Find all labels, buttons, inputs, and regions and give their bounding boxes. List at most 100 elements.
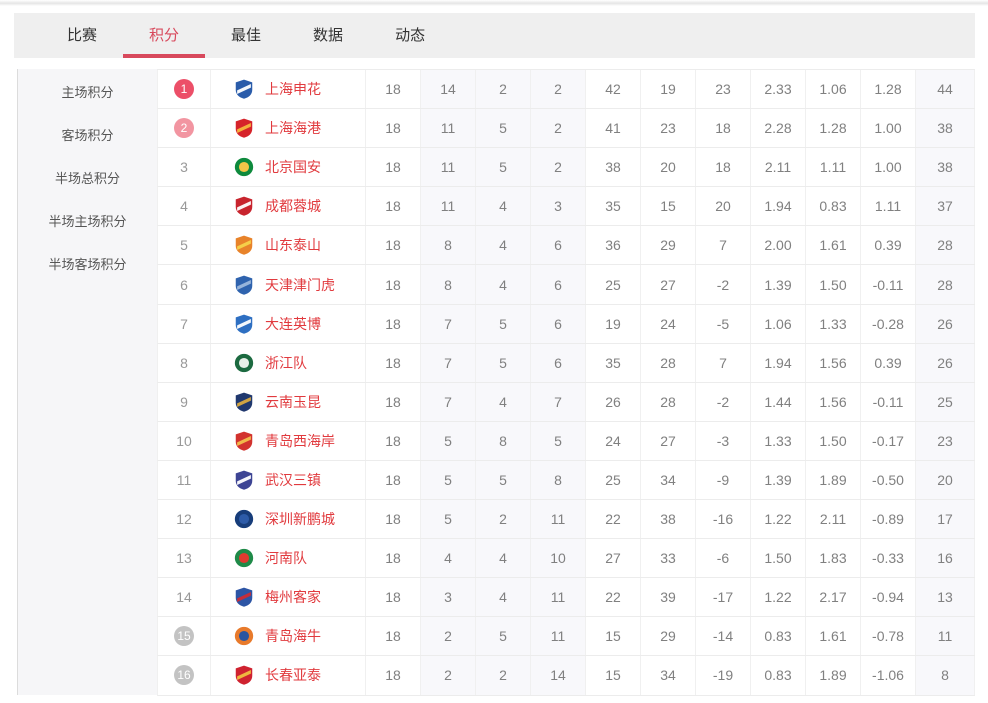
stat-cell-avg_ga: 1.61 [806, 226, 861, 265]
stat-cell-avg_ga: 1.56 [806, 343, 861, 382]
sidebar-item-half-away-points[interactable]: 半场客场积分 [48, 257, 127, 272]
stat-cell-avg_gf: 1.50 [751, 539, 806, 578]
team-logo-icon [233, 391, 255, 413]
team-logo-icon [233, 313, 255, 335]
team-name[interactable]: 河南队 [265, 550, 307, 567]
stat-cell-draws: 2 [476, 656, 531, 695]
table-row[interactable]: 14 梅州客家 18 3 4 11 22 39 -17 1.22 2.17 -0.94 13 [157, 578, 975, 618]
team-cell[interactable]: 浙江队 [211, 343, 366, 382]
stat-cell-losses: 6 [531, 226, 586, 265]
stat-cell-ga: 34 [641, 460, 696, 500]
table-row[interactable]: 11 武汉三镇 18 5 5 8 25 34 -9 1.39 1.89 -0.50 20 [157, 460, 975, 501]
team-cell[interactable]: 天津津门虎 [211, 265, 366, 304]
stat-cell-avg_gf: 2.33 [751, 70, 806, 109]
stat-cell-wins: 5 [421, 421, 476, 460]
team-cell[interactable]: 上海申花 [211, 70, 366, 109]
stat-cell-draws: 4 [476, 265, 531, 304]
stat-cell-draws: 4 [476, 382, 531, 421]
tab-news[interactable]: 动态 [395, 27, 426, 44]
stat-cell-avg_ga: 1.50 [806, 421, 861, 460]
table-row[interactable]: 15 青岛海牛 18 2 5 11 15 29 -14 0.83 1.61 -0.78 11 [157, 617, 975, 657]
stat-cell-played: 18 [366, 656, 421, 695]
tab-best[interactable]: 最佳 [231, 27, 262, 44]
stat-cell-avg_gd: -0.17 [861, 421, 916, 460]
stat-cell-losses: 11 [531, 578, 586, 617]
team-cell[interactable]: 北京国安 [211, 148, 366, 187]
table-row[interactable]: 9 云南玉昆 18 7 4 7 26 28 -2 1.44 1.56 -0.11 25 [157, 382, 975, 422]
tab-standings[interactable]: 积分 [123, 13, 206, 58]
team-name[interactable]: 天津津门虎 [265, 276, 335, 293]
stat-cell-gf: 22 [586, 500, 641, 539]
team-name[interactable]: 上海海港 [265, 120, 321, 137]
tab-stats[interactable]: 数据 [313, 27, 344, 44]
table-row[interactable]: 13 河南队 18 4 4 10 27 33 -6 1.50 1.83 -0.33 16 [157, 539, 975, 579]
stat-cell-points: 11 [916, 617, 975, 656]
team-cell[interactable]: 河南队 [211, 539, 366, 578]
sidebar-item-half-home-points[interactable]: 半场主场积分 [48, 214, 127, 229]
team-cell[interactable]: 长春亚泰 [211, 656, 366, 695]
team-cell[interactable]: 梅州客家 [211, 578, 366, 617]
table-row[interactable]: 7 大连英博 18 7 5 6 19 24 -5 1.06 1.33 -0.28 26 [157, 304, 975, 344]
table-row[interactable]: 10 青岛西海岸 18 5 8 5 24 27 -3 1.33 1.50 -0.17 23 [157, 421, 975, 461]
team-name[interactable]: 山东泰山 [265, 237, 321, 254]
stat-cell-ga: 23 [641, 109, 696, 148]
team-name[interactable]: 云南玉昆 [265, 393, 321, 410]
sidebar-item-away-points[interactable]: 客场积分 [61, 128, 114, 143]
stat-cell-avg_gf: 0.83 [751, 656, 806, 695]
stat-cell-gf: 41 [586, 109, 641, 148]
stat-cell-avg_gd: -1.06 [861, 656, 916, 695]
sidebar-item-home-points[interactable]: 主场积分 [61, 85, 114, 100]
stat-cell-losses: 3 [531, 187, 586, 226]
tab-matches[interactable]: 比赛 [67, 27, 98, 44]
team-cell[interactable]: 青岛海牛 [211, 617, 366, 656]
stat-cell-gf: 26 [586, 382, 641, 421]
team-name[interactable]: 深圳新鹏城 [265, 511, 335, 528]
stat-cell-points: 38 [916, 109, 975, 148]
team-name[interactable]: 青岛西海岸 [265, 432, 335, 449]
team-cell[interactable]: 成都蓉城 [211, 187, 366, 226]
table-row[interactable]: 5 山东泰山 18 8 4 6 36 29 7 2.00 1.61 0.39 28 [157, 226, 975, 266]
team-cell[interactable]: 武汉三镇 [211, 460, 366, 500]
team-name[interactable]: 上海申花 [265, 81, 321, 98]
rank-cell: 12 [158, 500, 211, 539]
team-name[interactable]: 青岛海牛 [265, 628, 321, 645]
rank-cell: 9 [158, 382, 211, 421]
stat-cell-played: 18 [366, 382, 421, 421]
table-row[interactable]: 2 上海海港 18 11 5 2 41 23 18 2.28 1.28 1.00 38 [157, 109, 975, 149]
table-row[interactable]: 12 深圳新鹏城 18 5 2 11 22 38 -16 1.22 2.11 -0.89 17 [157, 500, 975, 540]
team-name[interactable]: 成都蓉城 [265, 198, 321, 215]
table-row[interactable]: 8 浙江队 18 7 5 6 35 28 7 1.94 1.56 0.39 26 [157, 343, 975, 383]
stat-cell-avg_gf: 1.94 [751, 343, 806, 382]
sidebar-item-half-total-points[interactable]: 半场总积分 [54, 171, 120, 186]
team-name[interactable]: 浙江队 [265, 354, 307, 371]
stat-cell-played: 18 [366, 109, 421, 148]
table-row[interactable]: 3 北京国安 18 11 5 2 38 20 18 2.11 1.11 1.00 38 [157, 148, 975, 188]
stat-cell-points: 26 [916, 304, 975, 343]
team-name[interactable]: 梅州客家 [265, 589, 321, 606]
team-name[interactable]: 北京国安 [265, 159, 321, 176]
stat-cell-avg_gf: 1.39 [751, 460, 806, 500]
team-cell[interactable]: 山东泰山 [211, 226, 366, 265]
table-row[interactable]: 1 上海申花 18 14 2 2 42 19 23 2.33 1.06 1.28 44 [157, 70, 975, 110]
team-cell[interactable]: 青岛西海岸 [211, 421, 366, 460]
table-row[interactable]: 6 天津津门虎 18 8 4 6 25 27 -2 1.39 1.50 -0.11 28 [157, 265, 975, 305]
team-cell[interactable]: 上海海港 [211, 109, 366, 148]
team-name[interactable]: 武汉三镇 [265, 471, 321, 488]
stat-cell-gd: 18 [696, 109, 751, 148]
stat-cell-avg_gd: 1.28 [861, 70, 916, 109]
stat-cell-gf: 35 [586, 187, 641, 226]
team-name[interactable]: 长春亚泰 [265, 667, 321, 684]
stat-cell-losses: 6 [531, 304, 586, 343]
rank-cell: 14 [158, 578, 211, 617]
team-cell[interactable]: 云南玉昆 [211, 382, 366, 421]
team-cell[interactable]: 大连英博 [211, 304, 366, 343]
team-cell[interactable]: 深圳新鹏城 [211, 500, 366, 539]
team-name[interactable]: 大连英博 [265, 315, 321, 332]
stat-cell-wins: 2 [421, 617, 476, 656]
rank-cell: 10 [158, 421, 211, 460]
stat-cell-wins: 3 [421, 578, 476, 617]
table-row[interactable]: 4 成都蓉城 18 11 4 3 35 15 20 1.94 0.83 1.11 37 [157, 187, 975, 227]
stat-cell-avg_gf: 1.94 [751, 187, 806, 226]
team-logo-icon [233, 664, 255, 686]
table-row[interactable]: 16 长春亚泰 18 2 2 14 15 34 -19 0.83 1.89 -1.06 8 [157, 656, 975, 696]
